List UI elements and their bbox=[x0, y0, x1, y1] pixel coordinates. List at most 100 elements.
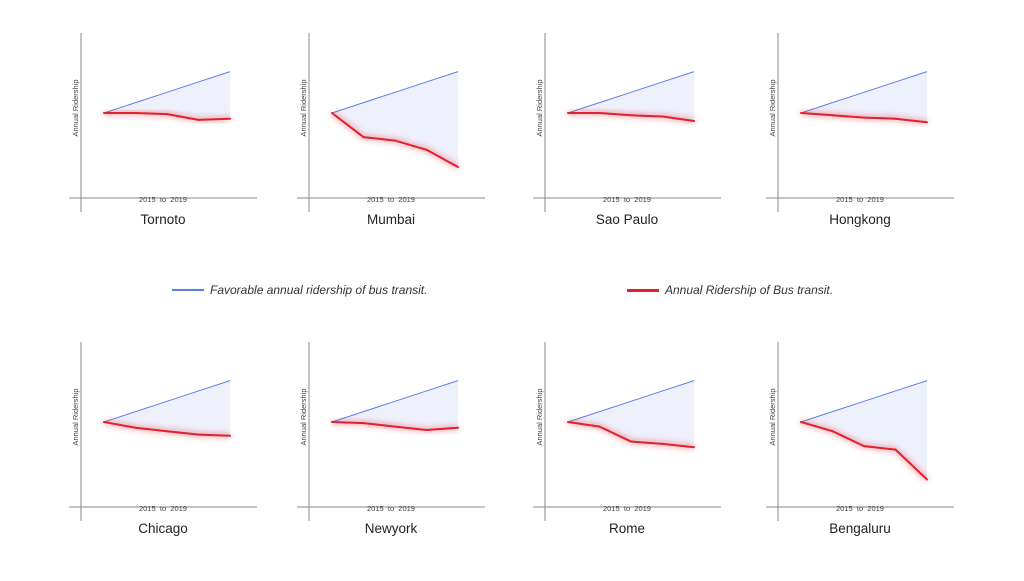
gap-area bbox=[801, 380, 927, 480]
actual-line-segment bbox=[425, 426, 459, 432]
favorable-line-segment bbox=[166, 390, 199, 402]
gap-area bbox=[104, 380, 230, 436]
x-axis-label: 2015 to 2019 bbox=[603, 504, 651, 513]
legend-swatch-favorable bbox=[172, 289, 204, 291]
y-axis-label: Annual Ridership bbox=[71, 79, 80, 136]
favorable-line-segment bbox=[630, 81, 663, 93]
chart-title: Newyork bbox=[365, 521, 418, 536]
actual-line-segment bbox=[800, 421, 834, 433]
favorable-line-segment bbox=[863, 81, 896, 93]
chart-panel-rome: Annual Ridership 2015 to 2019 Rome bbox=[533, 342, 721, 536]
favorable-line-segment bbox=[895, 380, 928, 392]
chart-title: Tornoto bbox=[140, 212, 185, 227]
y-axis-label: Annual Ridership bbox=[768, 79, 777, 136]
actual-line-segment bbox=[630, 114, 664, 118]
actual-line-segment bbox=[166, 113, 200, 121]
actual-line-segment bbox=[362, 136, 396, 142]
actual-line-segment bbox=[598, 425, 632, 443]
y-axis-label: Annual Ridership bbox=[299, 388, 308, 445]
actual-line-segment bbox=[567, 421, 601, 428]
favorable-line-segment bbox=[832, 91, 865, 104]
favorable-line-segment bbox=[662, 380, 695, 392]
actual-line-segment bbox=[134, 112, 168, 116]
gap-area bbox=[568, 380, 694, 448]
actual-line-segment bbox=[800, 112, 834, 117]
favorable-line-segment bbox=[863, 390, 896, 402]
actual-line-segment bbox=[197, 117, 231, 121]
chart-panel-sao-paulo: Annual Ridership 2015 to 2019 Sao Paulo bbox=[533, 33, 721, 227]
actual-line-segment bbox=[831, 430, 865, 448]
x-axis-label: 2015 to 2019 bbox=[836, 504, 884, 513]
favorable-line-segment bbox=[599, 91, 632, 104]
x-axis-label: 2015 to 2019 bbox=[367, 504, 415, 513]
actual-line-segment bbox=[134, 426, 168, 433]
favorable-line-segment bbox=[198, 71, 231, 83]
actual-line-segment bbox=[894, 448, 928, 481]
actual-line-segment bbox=[331, 421, 365, 425]
legend-swatch-actual bbox=[627, 288, 659, 292]
gap-area bbox=[332, 71, 458, 168]
actual-line-segment bbox=[661, 442, 695, 449]
favorable-line-segment bbox=[363, 400, 396, 413]
chart-title: Sao Paulo bbox=[596, 212, 658, 227]
favorable-line-segment bbox=[800, 411, 833, 423]
favorable-line-segment bbox=[394, 81, 427, 93]
favorable-line-segment bbox=[426, 380, 459, 392]
actual-line-segment bbox=[362, 422, 396, 428]
y-axis-label: Annual Ridership bbox=[535, 388, 544, 445]
actual-line-segment bbox=[630, 440, 664, 445]
x-axis-label: 2015 to 2019 bbox=[139, 195, 187, 204]
chart-title: Mumbai bbox=[367, 212, 415, 227]
actual-line-segment bbox=[331, 112, 365, 139]
chart-panel-mumbai: Annual Ridership 2015 to 2019 Mumbai bbox=[297, 33, 485, 227]
favorable-line-segment bbox=[426, 71, 459, 83]
actual-line-segment bbox=[166, 430, 200, 436]
favorable-line-segment bbox=[599, 400, 632, 413]
actual-line-segment bbox=[863, 116, 897, 120]
chart-title: Rome bbox=[609, 521, 645, 536]
favorable-line-segment bbox=[331, 102, 364, 114]
favorable-line-segment bbox=[135, 91, 168, 104]
actual-line-segment bbox=[894, 117, 928, 124]
legend-favorable: Favorable annual ridership of bus transi… bbox=[172, 283, 427, 297]
actual-line-segment bbox=[103, 421, 137, 429]
legend-label-favorable: Favorable annual ridership of bus transi… bbox=[210, 283, 428, 297]
favorable-line-segment bbox=[363, 91, 396, 104]
chart-title: Bengaluru bbox=[829, 521, 891, 536]
favorable-line-segment bbox=[198, 380, 231, 392]
favorable-line-segment bbox=[630, 390, 663, 402]
y-axis-label: Annual Ridership bbox=[299, 79, 308, 136]
gap-area bbox=[332, 380, 458, 431]
chart-panel-chicago: Annual Ridership 2015 to 2019 Chicago bbox=[69, 342, 257, 536]
actual-line-segment bbox=[394, 139, 428, 151]
y-axis-label: Annual Ridership bbox=[71, 388, 80, 445]
favorable-line-segment bbox=[662, 71, 695, 83]
favorable-line-segment bbox=[103, 411, 136, 423]
actual-line-segment bbox=[394, 425, 428, 432]
actual-line-segment bbox=[661, 115, 695, 123]
gap-area bbox=[568, 71, 694, 122]
y-axis-label: Annual Ridership bbox=[768, 388, 777, 445]
chart-panel-tornoto: Annual Ridership 2015 to 2019 Tornoto bbox=[69, 33, 257, 227]
gap-area bbox=[104, 71, 230, 120]
gap-area bbox=[801, 71, 927, 123]
actual-line-segment bbox=[863, 445, 897, 451]
x-axis-label: 2015 to 2019 bbox=[367, 195, 415, 204]
favorable-line-segment bbox=[166, 81, 199, 93]
legend-label-actual: Annual Ridership of Bus transit. bbox=[665, 283, 834, 297]
x-axis-label: 2015 to 2019 bbox=[139, 504, 187, 513]
chart-title: Hongkong bbox=[829, 212, 891, 227]
chart-panel-hongkong: Annual Ridership 2015 to 2019 Hongkong bbox=[766, 33, 954, 227]
actual-line-segment bbox=[197, 433, 231, 437]
actual-line-segment bbox=[425, 148, 459, 169]
actual-line-segment bbox=[598, 112, 632, 117]
chart-panel-newyork: Annual Ridership 2015 to 2019 Newyork bbox=[297, 342, 485, 536]
chart-panel-bengaluru: Annual Ridership 2015 to 2019 Bengaluru bbox=[766, 342, 954, 536]
chart-title: Chicago bbox=[138, 521, 188, 536]
favorable-line-segment bbox=[895, 71, 928, 83]
favorable-line-segment bbox=[832, 400, 865, 413]
x-axis-label: 2015 to 2019 bbox=[836, 195, 884, 204]
favorable-line-segment bbox=[135, 400, 168, 413]
